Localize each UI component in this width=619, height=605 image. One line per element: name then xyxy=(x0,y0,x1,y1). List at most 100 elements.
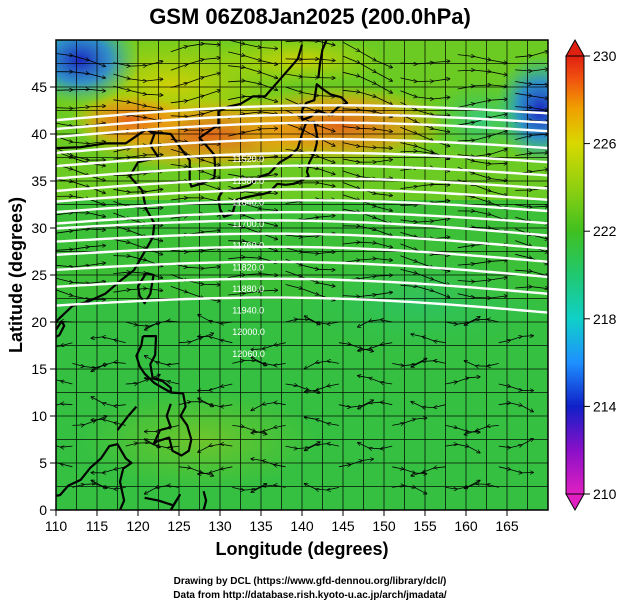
wind-streamline xyxy=(113,238,162,254)
colorbar-tick-label: 218 xyxy=(593,311,617,327)
wind-streamline xyxy=(56,89,105,91)
plot-area: 11520.0 11580.0 11640.0 11700.0 11760.0 11820… xyxy=(56,40,548,510)
wind-streamline xyxy=(515,204,548,207)
wind-streamline xyxy=(285,123,335,146)
wind-streamline xyxy=(56,54,105,67)
colorbar-max-triangle xyxy=(565,38,585,57)
wind-streamline xyxy=(457,85,507,90)
wind-streamline xyxy=(198,444,233,452)
contour-label: 11880.0 xyxy=(232,284,264,294)
wind-streamline xyxy=(170,262,220,269)
wind-streamline xyxy=(411,467,446,476)
wind-streamline xyxy=(91,480,126,489)
wind-streamline xyxy=(464,361,499,367)
wind-streamline xyxy=(228,223,277,239)
wind-streamline xyxy=(113,289,162,293)
wind-streamline xyxy=(170,44,220,53)
wind-streamline xyxy=(251,459,286,467)
coastline xyxy=(144,493,181,510)
wind-streamline xyxy=(342,127,392,132)
wind-streamline xyxy=(113,256,162,267)
wind-streamline xyxy=(145,356,180,365)
wind-streamline xyxy=(498,403,533,412)
wind-streamline xyxy=(305,484,339,490)
wind-streamline xyxy=(392,418,426,426)
wind-streamline xyxy=(56,196,105,205)
y-tick-label: 30 xyxy=(31,220,47,236)
colorbar-tick-label: 230 xyxy=(593,48,617,64)
wind-streamline xyxy=(251,485,286,492)
wind-streamline xyxy=(338,459,373,467)
wind-streamline xyxy=(411,361,446,367)
wind-streamline xyxy=(170,109,220,117)
wind-streamline xyxy=(113,224,162,241)
wind-streamline xyxy=(515,287,548,294)
wind-streamline xyxy=(145,321,180,330)
wind-streamline xyxy=(228,81,277,90)
wind-streamline xyxy=(228,51,277,65)
wind-streamline xyxy=(515,82,548,85)
height-contour xyxy=(56,151,548,168)
y-tick-label: 0 xyxy=(39,502,47,518)
wind-streamline xyxy=(358,443,393,449)
wind-streamline xyxy=(285,73,335,78)
wind-streamline xyxy=(515,107,548,113)
x-tick-label: 145 xyxy=(331,518,355,534)
wind-streamline xyxy=(228,274,277,278)
wind-streamline xyxy=(251,357,286,365)
wind-streamline xyxy=(285,183,335,186)
wind-streamline xyxy=(498,466,533,473)
contour-label: 12000.0 xyxy=(232,327,265,337)
wind-streamline xyxy=(228,174,277,177)
wind-streamline xyxy=(464,425,499,434)
wind-streamline xyxy=(113,272,162,278)
y-tick-label: 20 xyxy=(31,314,47,330)
wind-streamline xyxy=(515,270,548,282)
wind-streamline xyxy=(56,263,105,267)
wind-streamline xyxy=(457,149,507,157)
wind-streamline xyxy=(515,92,548,99)
wind-streamline xyxy=(358,402,393,409)
wind-streamline xyxy=(358,320,393,327)
wind-streamline xyxy=(515,64,548,71)
wind-streamline xyxy=(457,211,507,221)
wind-streamline xyxy=(145,439,180,448)
wind-streamline xyxy=(113,155,162,159)
colorbar-min-triangle xyxy=(565,493,585,512)
wind-streamline xyxy=(305,384,339,392)
wind-streamline xyxy=(457,293,507,298)
wind-streamline xyxy=(457,55,507,64)
chart-title: GSM 06Z08Jan2025 (200.0hPa) xyxy=(149,4,471,29)
wind-streamline xyxy=(145,378,180,385)
y-axis: 0 5 10 15 20 25 30 35 40 45 xyxy=(31,79,56,518)
wind-streamline xyxy=(411,334,446,343)
wind-streamline xyxy=(113,212,162,225)
wind-streamline xyxy=(56,72,105,78)
colorbar-tick-label: 210 xyxy=(593,486,617,502)
wind-streamline xyxy=(228,129,277,137)
wind-streamline xyxy=(228,66,277,79)
wind-streamline xyxy=(56,246,105,251)
colorbar-tick-label: 226 xyxy=(593,136,617,152)
wind-streamline xyxy=(91,397,126,406)
height-contour xyxy=(56,121,548,139)
wind-streamline xyxy=(56,229,105,234)
contour-label: 11580.0 xyxy=(232,176,264,186)
wind-streamline xyxy=(113,85,162,95)
wind-streamline xyxy=(285,59,335,61)
wind-streamline xyxy=(400,184,449,189)
wind-streamline xyxy=(342,90,392,104)
wind-streamline xyxy=(228,290,277,295)
height-contours xyxy=(56,104,548,314)
wind-streamline xyxy=(170,90,220,103)
wind-streamline xyxy=(342,208,392,224)
wind-streamline xyxy=(342,292,392,296)
height-contour xyxy=(56,260,548,279)
height-contour xyxy=(56,219,548,237)
wind-streamline xyxy=(251,425,286,433)
wind-streamline xyxy=(498,439,533,448)
x-axis: 110 115 120 125 130 135 140 145 150 155 160 165 xyxy=(45,510,519,534)
x-tick-label: 115 xyxy=(86,518,109,534)
contour-label: 11520.0 xyxy=(232,154,264,164)
height-contour xyxy=(56,164,548,180)
